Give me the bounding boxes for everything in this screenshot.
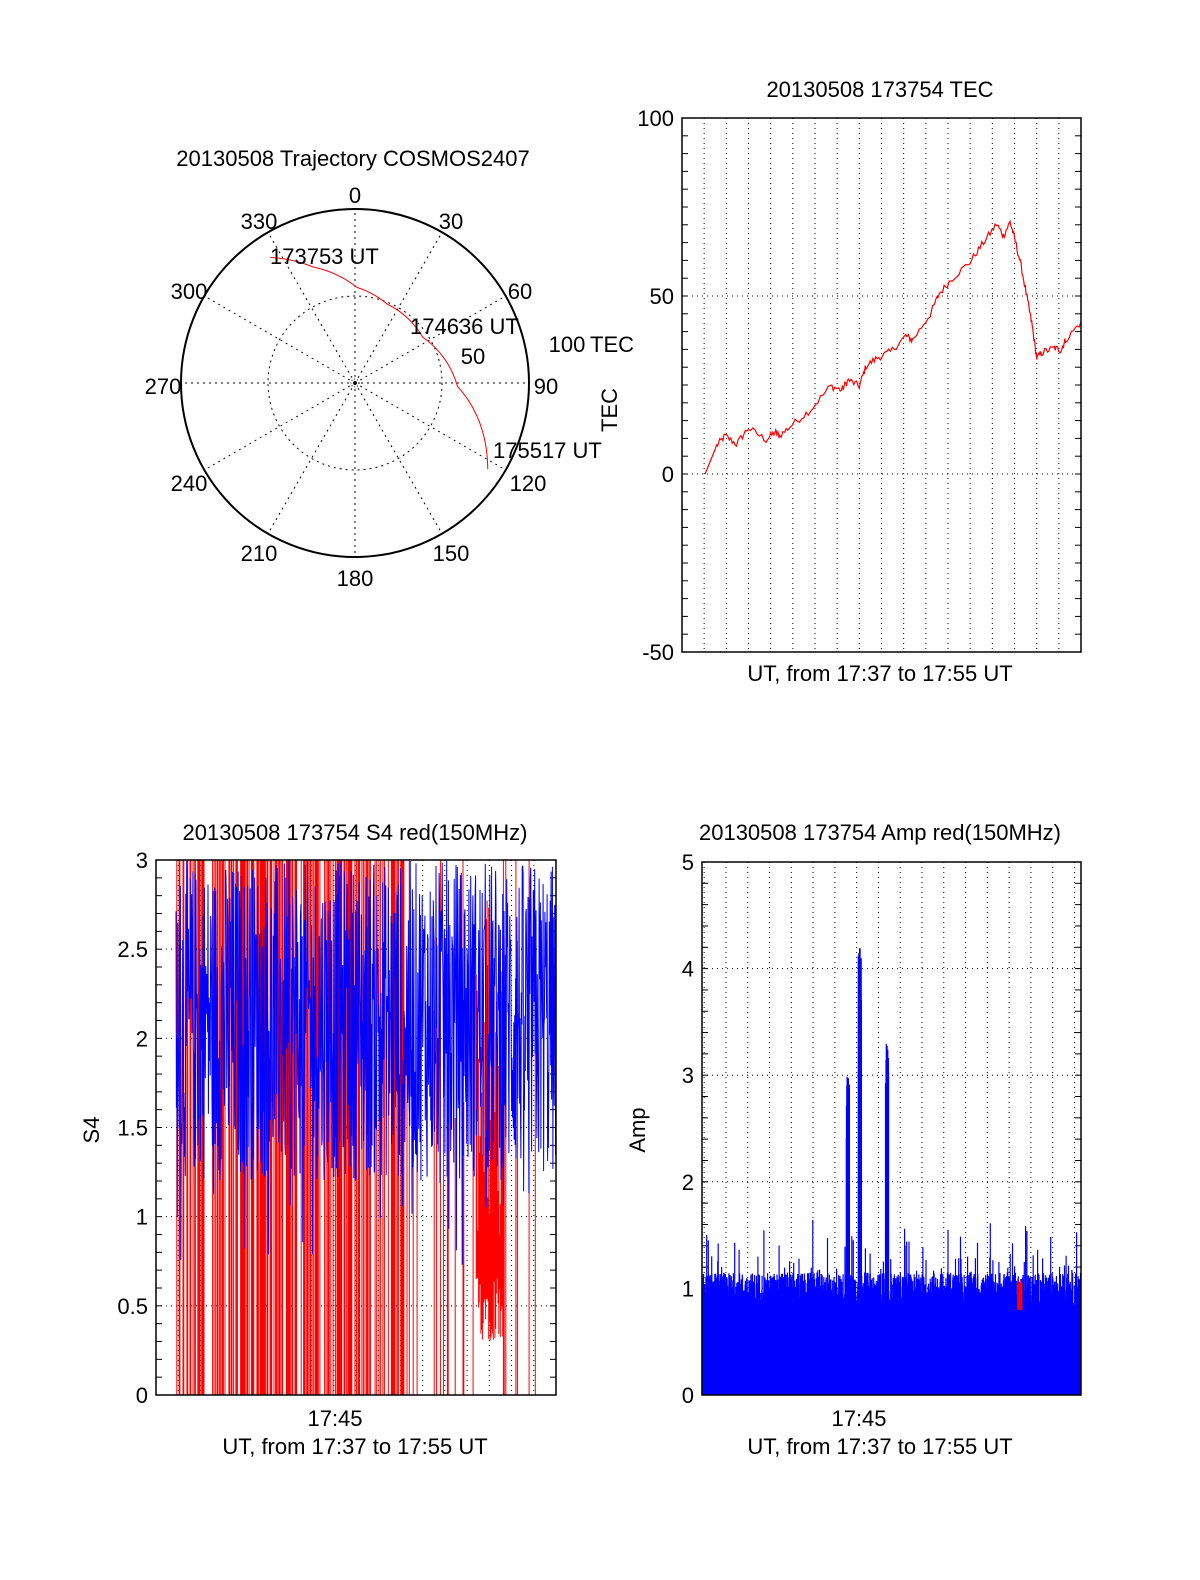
s4-frame [155, 859, 557, 1396]
polar-spoke-60 [354, 295, 506, 384]
s4-blue-series [175, 860, 557, 1265]
polar-angle-label-0: 0 [349, 183, 361, 208]
polar-angle-label-30: 30 [439, 209, 463, 234]
amp-plot: 20130508 173754 Amp red(150MHz) 17:45 UT… [625, 820, 1082, 1459]
tec-plot: 20130508 173754 TEC UT, from 17:37 to 17… [597, 77, 1082, 686]
tec-title: 20130508 173754 TEC [766, 77, 993, 102]
amp-frame [701, 861, 1082, 1396]
polar-angle-label-90: 90 [534, 374, 558, 399]
tec-ylabel: TEC [597, 388, 622, 432]
trajectory-annotation: 173753 UT [270, 244, 379, 269]
amp-ytick-label: 0 [682, 1383, 694, 1408]
amp-blue-series [701, 948, 1082, 1395]
s4-plot: 20130508 173754 S4 red(150MHz) 17:45 UT,… [79, 820, 557, 1459]
amp-ytick-label: 3 [682, 1063, 694, 1088]
polar-spoke-300 [204, 295, 356, 384]
tec-series-line [704, 219, 1082, 475]
trajectory-annotation: 174636 UT [410, 314, 519, 339]
polar-spoke-240 [204, 382, 356, 471]
amp-xlabel: UT, from 17:37 to 17:55 UT [747, 1434, 1012, 1459]
s4-title: 20130508 173754 S4 red(150MHz) [183, 820, 528, 845]
polar-center-mark [350, 378, 360, 388]
amp-ytick-label: 2 [682, 1170, 694, 1195]
trajectory-annotation: 175517 UT [493, 438, 602, 463]
s4-ytick-label: 0 [136, 1383, 148, 1408]
tec-ytick-label: 50 [650, 284, 674, 309]
s4-ytick-label: 2.5 [117, 937, 148, 962]
trajectory-line [270, 257, 489, 470]
polar-angle-label-150: 150 [433, 541, 470, 566]
polar-angle-label-300: 300 [171, 279, 208, 304]
polar-trajectory-plot: 20130508 Trajectory COSMOS2407 TEC 50 10… [145, 146, 634, 591]
polar-spoke-210 [267, 382, 356, 534]
polar-spoke-150 [354, 382, 443, 534]
tec-ytick-label: 100 [637, 106, 674, 131]
s4-ytick-label: 2 [136, 1026, 148, 1051]
polar-angle-label-120: 120 [510, 471, 547, 496]
amp-ylabel: Amp [625, 1107, 650, 1152]
polar-angle-label-270: 270 [145, 374, 182, 399]
polar-angle-label-60: 60 [508, 279, 532, 304]
s4-xtick-1745: 17:45 [307, 1406, 362, 1431]
polar-grid-circle-50 [267, 295, 443, 471]
polar-outer-circle [180, 208, 530, 558]
s4-xlabel: UT, from 17:37 to 17:55 UT [222, 1434, 487, 1459]
amp-title: 20130508 173754 Amp red(150MHz) [699, 820, 1061, 845]
polar-angle-label-240: 240 [171, 471, 208, 496]
polar-angle-label-210: 210 [241, 541, 278, 566]
tec-frame [681, 117, 1082, 653]
s4-ytick-label: 1.5 [117, 1116, 148, 1141]
amp-ytick-label: 1 [682, 1276, 694, 1301]
radial-label-100: 100 [549, 332, 586, 357]
polar-angle-label-330: 330 [241, 209, 278, 234]
polar-angle-label-180: 180 [337, 566, 374, 591]
s4-ytick-label: 1 [136, 1205, 148, 1230]
s4-ytick-label: 0.5 [117, 1294, 148, 1319]
amp-ytick-label: 5 [682, 850, 694, 875]
amp-red-series [1017, 1278, 1023, 1310]
polar-radial-axis-label: TEC [590, 332, 634, 357]
polar-spoke-330 [267, 232, 356, 384]
radial-label-50: 50 [461, 344, 485, 369]
polar-title: 20130508 Trajectory COSMOS2407 [176, 146, 529, 171]
tec-xlabel: UT, from 17:37 to 17:55 UT [747, 661, 1012, 686]
polar-spoke-30 [354, 232, 443, 384]
s4-ylabel: S4 [79, 1117, 104, 1144]
tec-ytick-label: -50 [642, 640, 674, 665]
s4-ytick-label: 3 [136, 848, 148, 873]
amp-ytick-label: 4 [682, 957, 694, 982]
polar-spoke-120 [354, 382, 506, 471]
tec-ytick-label: 0 [662, 462, 674, 487]
amp-xtick-1745: 17:45 [831, 1406, 886, 1431]
